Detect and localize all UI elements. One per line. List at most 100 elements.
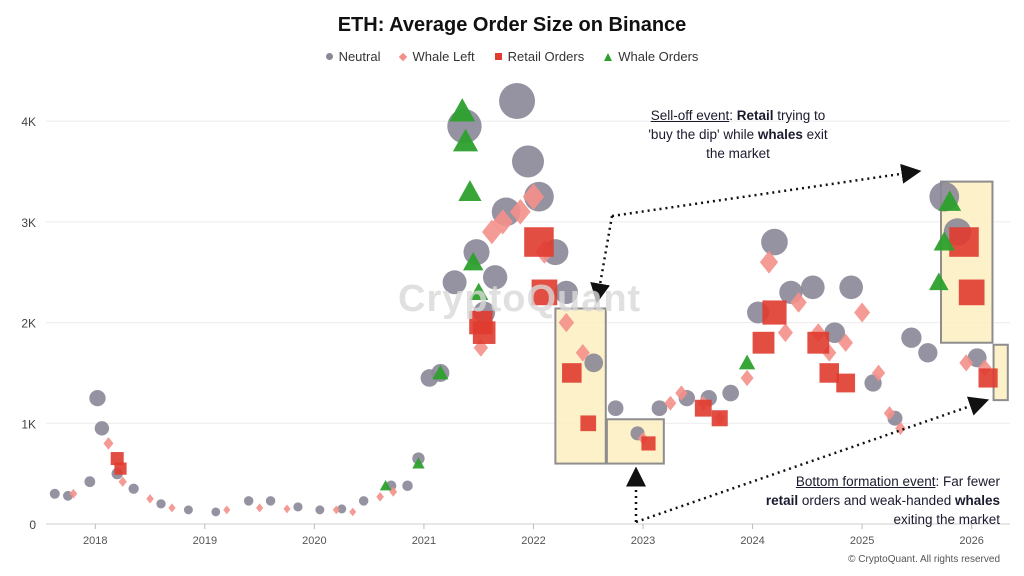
whale-left-point (223, 505, 231, 515)
whale-orders-marker-icon (604, 52, 613, 61)
whale-left-point (871, 364, 886, 382)
legend-item-whale-orders[interactable]: Whale Orders (604, 49, 698, 64)
y-tick-label: 3K (21, 216, 36, 230)
whale-left-point (959, 354, 974, 372)
retail-order-point (807, 331, 830, 354)
retail-order-point (114, 462, 127, 475)
whale-order-point (412, 457, 425, 469)
selloff-arrow-right (611, 163, 922, 218)
neutral-point (800, 275, 825, 300)
watermark: CryptoQuant (398, 278, 642, 320)
bottom-annotation: Bottom formation event: Far fewer retail… (760, 472, 1000, 529)
neutral-point (128, 483, 139, 494)
legend-item-whale-left[interactable]: Whale Left (399, 49, 475, 64)
retail-order-point (762, 300, 787, 325)
bottom-text-2: orders and weak-handed (798, 493, 955, 508)
retail-order-point (641, 436, 656, 451)
neutral-point (94, 421, 110, 436)
neutral-point (482, 265, 508, 290)
legend-item-neutral[interactable]: Neutral (325, 49, 380, 64)
whale-left-point (740, 369, 754, 387)
selloff-highlight-box (554, 307, 607, 465)
bottom-bold-2: whales (954, 493, 1000, 508)
selloff-text-1: : (729, 108, 737, 123)
bottom-text-3: exiting the market (893, 512, 1000, 527)
legend: Neutral Whale Left Retail Orders Whale O… (0, 49, 1024, 64)
retail-order-point (949, 227, 979, 257)
selloff-text-3: exit the market (706, 127, 828, 161)
whale-left-point (790, 292, 807, 313)
whale-order-point (432, 364, 449, 380)
neutral-point (651, 400, 668, 417)
whale-left-point (389, 486, 398, 497)
whale-order-point (738, 354, 756, 370)
neutral-marker-icon (325, 53, 333, 60)
selloff-title: Sell-off event (650, 108, 730, 123)
retail-order-point (524, 227, 554, 257)
bottom-text-1: : Far fewer (935, 474, 1000, 489)
retail-order-point (978, 368, 998, 388)
neutral-point (358, 496, 369, 506)
whale-left-point (759, 250, 779, 274)
neutral-point (84, 476, 96, 488)
neutral-point (183, 505, 193, 515)
retail-order-point (819, 363, 840, 383)
neutral-point (315, 505, 325, 515)
bottom-bold-1: retail (765, 493, 799, 508)
whale-order-point (458, 180, 482, 201)
x-tick-label: 2019 (193, 535, 217, 547)
x-tick-label: 2023 (631, 535, 655, 547)
whale-left-point (854, 302, 871, 323)
neutral-point (607, 400, 624, 417)
neutral-point (554, 280, 579, 305)
selloff-text-2: trying to 'buy the dip' while (648, 108, 826, 142)
neutral-point (839, 275, 863, 300)
whale-order-point (379, 479, 392, 491)
selloff-annotation: Sell-off event: Retail trying to 'buy th… (648, 106, 828, 163)
neutral-point (918, 343, 938, 363)
retail-order-point (711, 410, 728, 427)
whale-left-point (777, 323, 793, 343)
whale-left-point (283, 504, 291, 514)
retail-order-point (580, 415, 597, 432)
whale-left-point (510, 198, 531, 225)
neutral-point (722, 384, 739, 402)
neutral-point (824, 322, 846, 343)
retail-order-point (531, 279, 558, 306)
retail-order-point (562, 363, 582, 383)
neutral-point (211, 507, 221, 517)
legend-item-retail-orders[interactable]: Retail Orders (494, 49, 584, 64)
y-tick-label: 2K (21, 317, 36, 331)
y-tick-label: 0 (29, 518, 36, 532)
retail-orders-marker-icon (494, 53, 502, 60)
whale-left-point (575, 343, 590, 362)
neutral-point (512, 145, 544, 178)
whale-left-point (168, 503, 176, 513)
legend-label-whale-left: Whale Left (412, 49, 475, 64)
neutral-point (89, 389, 106, 407)
neutral-point (243, 496, 254, 506)
whale-order-point (933, 231, 955, 251)
y-tick-label: 1K (21, 417, 36, 431)
neutral-point (49, 488, 60, 499)
neutral-point (499, 83, 536, 120)
whale-left-point (492, 209, 513, 235)
bottom-arrow-right (635, 396, 990, 524)
whale-left-point (558, 312, 575, 333)
neutral-point (402, 480, 413, 491)
whale-left-point (675, 385, 688, 401)
whale-order-point (469, 282, 489, 301)
neutral-point (442, 270, 467, 295)
whale-left-point (118, 476, 127, 487)
selloff-arrow-left (590, 215, 614, 304)
whale-order-point (449, 98, 476, 122)
whale-left-point (332, 505, 340, 515)
whale-left-point (522, 183, 545, 210)
retail-order-point (958, 279, 985, 306)
legend-label-whale-orders: Whale Orders (618, 49, 699, 64)
neutral-point (156, 499, 166, 509)
whale-left-point (103, 437, 114, 450)
retail-order-point (694, 399, 712, 417)
